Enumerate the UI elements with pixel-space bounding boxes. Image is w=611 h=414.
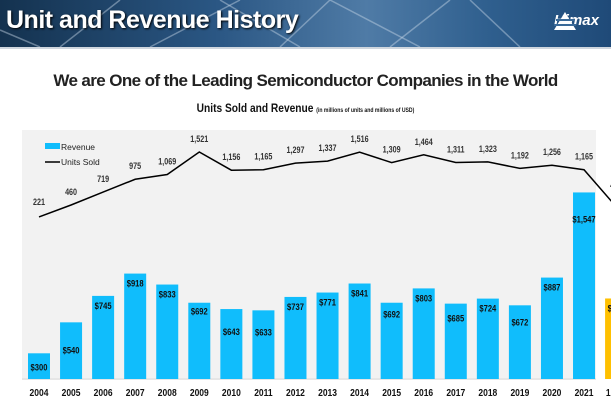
- units-label-2004: 221: [33, 197, 45, 207]
- x-tick-2020: 2020: [543, 387, 562, 398]
- revenue-bar-2004: [28, 353, 50, 379]
- revenue-label-2019: $672: [511, 316, 528, 327]
- x-tick-2004: 2004: [30, 387, 50, 398]
- legend-revenue-swatch: [45, 143, 60, 149]
- plot-area: [22, 130, 596, 380]
- revenue-label-2021: $1,547: [572, 214, 595, 225]
- revenue-bar-2019: [508, 305, 531, 379]
- revenue-label-1H22: $725: [608, 303, 611, 314]
- units-label-2008: 1,069: [158, 157, 176, 167]
- units-label-2007: 975: [129, 162, 141, 172]
- revenue-label-2017: $685: [447, 313, 464, 324]
- chart-title-text: Units Sold and Revenue: [196, 101, 314, 115]
- x-tick-2013: 2013: [318, 387, 337, 398]
- units-label-2006: 719: [97, 174, 109, 184]
- x-tick-2014: 2014: [350, 387, 370, 398]
- revenue-label-2010: $643: [223, 326, 240, 337]
- chart-title-note: (in millions of units and millions of US…: [316, 108, 415, 114]
- revenue-bar-2012: [284, 296, 307, 379]
- units-label-2014: 1,516: [351, 134, 369, 144]
- revenue-bar-2015: [380, 302, 403, 379]
- x-tick-2005: 2005: [62, 387, 81, 398]
- revenue-bar-2018: [476, 298, 499, 379]
- units-sold-line: [38, 151, 611, 218]
- himax-logo-icon: [553, 12, 576, 30]
- revenue-bar-2010: [220, 309, 243, 379]
- revenue-label-2008: $833: [159, 289, 176, 300]
- legend-revenue-label: Revenue: [61, 142, 95, 152]
- revenue-bar-2017: [444, 303, 467, 379]
- revenue-label-2007: $918: [127, 278, 144, 289]
- x-tick-2017: 2017: [446, 387, 465, 398]
- units-label-2011: 1,165: [254, 152, 272, 162]
- revenue-label-2015: $692: [383, 309, 400, 320]
- x-tick-2021: 2021: [575, 387, 594, 398]
- legend-units-label: Units Sold: [61, 157, 100, 167]
- x-tick-2010: 2010: [222, 387, 241, 398]
- chart-title: Units Sold and Revenue (in millions of u…: [46, 101, 565, 115]
- x-tick-2019: 2019: [510, 387, 529, 398]
- revenue-bar-2021: [573, 192, 596, 379]
- revenue-label-2013: $771: [319, 297, 336, 308]
- units-label-2013: 1,337: [319, 143, 337, 153]
- revenue-label-2009: $692: [191, 306, 208, 317]
- units-label-2021: 1,165: [575, 152, 593, 162]
- units-label-2009: 1,521: [190, 134, 208, 144]
- revenue-bar-2005: [60, 322, 83, 379]
- legend: Revenue Units Sold: [45, 142, 100, 167]
- revenue-label-2016: $803: [415, 293, 432, 304]
- revenue-bar-2009: [188, 302, 211, 379]
- revenue-label-2011: $633: [255, 327, 272, 338]
- revenue-label-2018: $724: [479, 303, 496, 314]
- revenue-bar-2013: [316, 292, 339, 379]
- units-label-2012: 1,297: [286, 145, 304, 155]
- x-tick-2015: 2015: [382, 387, 401, 398]
- revenue-label-2004: $300: [31, 361, 48, 372]
- revenue-label-2005: $540: [63, 345, 80, 356]
- header-banner: Unit and Revenue History Himax: [0, 0, 611, 49]
- banner-pattern: [0, 0, 521, 47]
- revenue-label-2012: $737: [287, 301, 304, 312]
- revenue-bar-2011: [252, 310, 275, 379]
- x-tick-2011: 2011: [254, 387, 272, 398]
- units-label-2017: 1,311: [447, 145, 465, 155]
- page-title: Unit and Revenue History: [6, 6, 299, 34]
- units-label-2015: 1,309: [383, 145, 401, 155]
- revenue-bar-2016: [412, 288, 435, 379]
- x-tick-2007: 2007: [126, 387, 145, 398]
- revenue-label-2006: $745: [95, 300, 112, 311]
- subtitle: We are One of the Leading Semiconductor …: [53, 71, 558, 90]
- revenue-label-2020: $887: [544, 282, 561, 293]
- x-tick-2009: 2009: [190, 387, 209, 398]
- units-label-2018: 1,323: [479, 144, 497, 154]
- units-label-2005: 460: [65, 187, 77, 197]
- units-label-2010: 1,156: [222, 152, 240, 162]
- x-tick-2006: 2006: [94, 387, 113, 398]
- x-tick-2012: 2012: [286, 387, 305, 398]
- units-label-2016: 1,464: [415, 137, 433, 147]
- x-tick-2016: 2016: [414, 387, 433, 398]
- revenue-bar-2014: [348, 283, 371, 379]
- revenue-label-2014: $841: [351, 288, 368, 299]
- revenue-bar-2007: [124, 273, 147, 379]
- revenue-bar-2006: [92, 295, 115, 379]
- x-tick-2018: 2018: [478, 387, 497, 398]
- himax-logo: Himax: [553, 12, 599, 30]
- revenue-bar-2008: [156, 284, 179, 379]
- units-label-2020: 1,256: [543, 147, 561, 157]
- x-tick-2008: 2008: [158, 387, 177, 398]
- revenue-bar-1H22: [605, 298, 611, 379]
- x-tick-1H22: 1H22: [606, 387, 611, 398]
- units-label-2019: 1,192: [511, 151, 529, 161]
- revenue-bar-2020: [540, 277, 563, 379]
